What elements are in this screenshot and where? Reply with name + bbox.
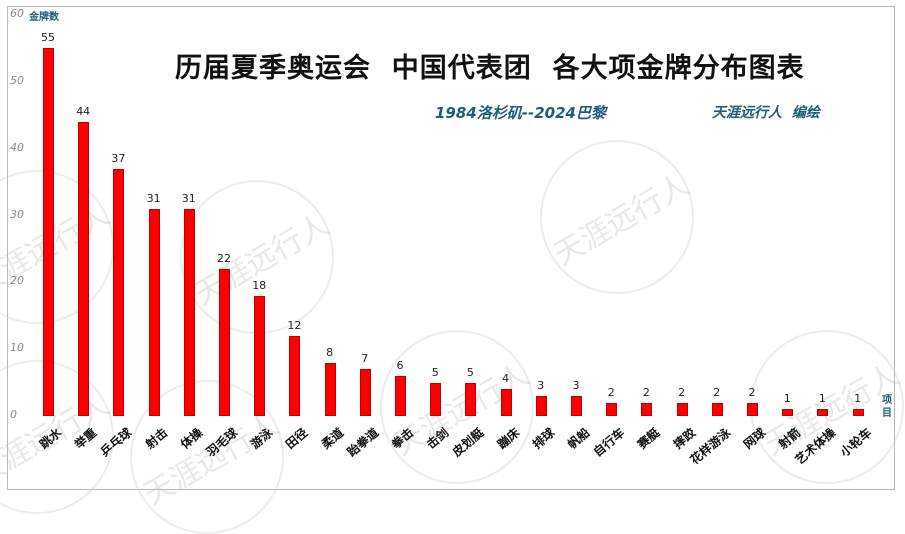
bar: [254, 295, 266, 416]
bar: [852, 409, 864, 416]
bar: [219, 268, 230, 416]
bar-value-label: 3: [572, 378, 580, 392]
chart-title: 历届夏季奥运会 中国代表团 各大项金牌分布图表: [175, 53, 805, 84]
bar: [78, 121, 90, 416]
bar-value-label: 3: [537, 378, 545, 392]
bar-value-label: 1: [783, 392, 791, 406]
bar-value-label: 4: [502, 372, 510, 386]
bar: [500, 389, 512, 416]
bar: [571, 395, 582, 416]
bar: [606, 402, 618, 416]
bar-value-label: 55: [41, 31, 55, 45]
y-tick-label: 10: [10, 341, 24, 355]
chart-subtitle: 1984洛杉矶--2024巴黎: [435, 104, 606, 122]
y-axis-label: 金牌数: [29, 12, 59, 23]
bar-value-label: 8: [326, 345, 334, 359]
bar-value-label: 2: [607, 385, 615, 399]
bar-value-label: 2: [713, 385, 721, 399]
bar-value-label: 18: [252, 278, 267, 292]
bar: [289, 335, 301, 416]
y-tick-label: 30: [10, 207, 24, 221]
bar-value-label: 2: [678, 385, 686, 399]
y-tick-label: 20: [10, 274, 24, 288]
bar: [641, 402, 653, 416]
bar-value-label: 7: [361, 352, 369, 366]
bar: [148, 208, 160, 416]
bar: [676, 402, 688, 416]
bar-value-label: 5: [431, 365, 439, 379]
bar: [395, 375, 406, 416]
bar-value-label: 31: [146, 191, 161, 205]
bar: [747, 402, 758, 416]
bar: [430, 382, 442, 416]
bar: [465, 382, 477, 416]
bar: [43, 48, 54, 416]
bar-value-label: 44: [76, 104, 91, 118]
bar: [324, 362, 336, 416]
x-axis-label: 项目: [882, 395, 892, 419]
bar: [183, 208, 195, 416]
bar-value-label: 5: [466, 365, 474, 379]
y-tick-label: 60: [10, 7, 24, 20]
bar: [113, 168, 125, 416]
bar-value-label: 1: [854, 392, 862, 406]
bar-value-label: 22: [217, 251, 231, 265]
bar: [535, 395, 547, 416]
bar-value-label: 1: [818, 392, 826, 406]
bar-value-label: 6: [396, 358, 404, 372]
chart-author: 天涯远行人 编绘: [712, 105, 820, 121]
bar-value-label: 12: [287, 318, 302, 332]
bar: [817, 409, 829, 416]
y-tick-label: 50: [10, 73, 24, 87]
bar: [782, 409, 794, 416]
bar-value-label: 31: [181, 191, 196, 205]
bar-value-label: 2: [642, 385, 650, 399]
bar-value-label: 37: [111, 151, 126, 165]
y-tick-label: 40: [10, 140, 24, 154]
bar: [711, 402, 723, 416]
bar: [359, 369, 371, 416]
bar-value-label: 2: [748, 385, 756, 399]
y-tick-label: 0: [10, 408, 17, 421]
